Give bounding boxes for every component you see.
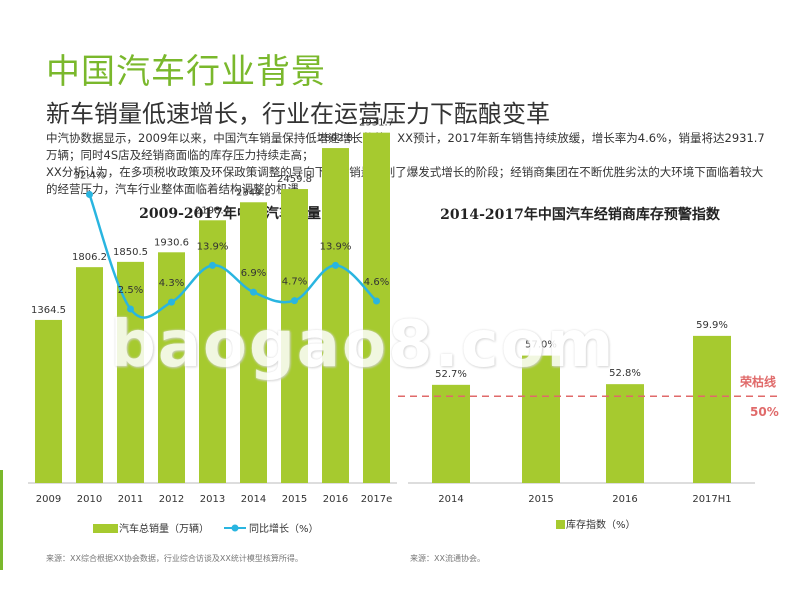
chart2-bar-2014 (432, 384, 470, 483)
chart1-bar-2012 (158, 252, 185, 483)
chart1-legend-line-label: 同比增长（%） (249, 522, 319, 535)
chart1-bar-label-2015: 2459.8 (277, 174, 312, 185)
chart1-growth-point-2015 (291, 297, 298, 305)
chart1-bar-label-2017e: 2931.7 (359, 118, 394, 129)
page-subtitle: 新车销量低速增长，行业在运营压力下酝酿变革 (46, 100, 550, 128)
page-title: 中国汽车行业背景 (46, 52, 326, 92)
chart1-growth-point-2013 (209, 261, 216, 269)
chart2-tick-2017H1: 2017H1 (692, 494, 731, 505)
chart1-bar-2009 (35, 319, 62, 483)
chart1-growth-point-2014 (250, 288, 257, 296)
chart2-source: 来源：XX流通协会。 (410, 554, 485, 563)
chart1-growth-label-2015: 4.7% (282, 277, 307, 288)
chart2-bar-label-2015: 57.0% (525, 340, 557, 351)
chart1-growth-point-2010 (86, 191, 93, 199)
chart1-bar-label-2016: 2802.8 (318, 133, 353, 144)
chart2-bar-label-2017H1: 59.9% (696, 320, 728, 331)
chart1-tick-2015: 2015 (282, 494, 307, 505)
chart1-growth-point-2016 (332, 261, 339, 269)
chart1-bar-2016 (322, 148, 349, 483)
summary-paragraph-1: 中汽协数据显示，2009年以来，中国汽车销量保持低增速增长趋势，XX预计，201… (46, 131, 765, 162)
chart1-tick-2016: 2016 (323, 494, 348, 505)
chart1-bar-label-2013: 2198.4 (195, 205, 230, 216)
chart2-legend-label: 库存指数（%） (566, 518, 636, 531)
chart2-bar-label-2014: 52.7% (435, 369, 467, 380)
chart1-bar-label-2011: 1850.5 (113, 247, 148, 258)
chart1-growth-label-2011: 2.5% (118, 285, 143, 296)
chart2-tick-2014: 2014 (438, 494, 463, 505)
chart1-growth-label-2016: 13.9% (320, 241, 352, 252)
chart2-bar-label-2016: 52.8% (609, 368, 641, 379)
chart1-tick-2009: 2009 (36, 494, 61, 505)
chart1-growth-label-2010: 32.4% (74, 171, 106, 182)
chart2-tick-2015: 2015 (528, 494, 553, 505)
chart2-threshold-label: 荣枯线 (739, 374, 776, 389)
chart2-title: 2014-2017年中国汽车经销商库存预警指数 (440, 207, 720, 223)
chart1-bar-2011 (117, 261, 144, 483)
chart1-tick-2017e: 2017e (361, 494, 393, 505)
chart1-tick-2012: 2012 (159, 494, 184, 505)
chart1-bar-label-2014: 2349.2 (236, 187, 271, 198)
left-accent-bar (0, 470, 3, 570)
chart1-title: 2009-2017年中国汽车销量 (139, 206, 321, 222)
chart1-growth-label-2017e: 4.6% (364, 277, 389, 288)
chart1-bar-2014 (240, 202, 267, 483)
summary-paragraph-2: XX分析认为，在多项税收政策及环保政策调整的导向下新车销量告别了爆发式增长的阶段… (46, 165, 764, 196)
chart2-bar-2015 (522, 355, 560, 483)
watermark: baogao8.com (110, 308, 616, 382)
summary-text: 中汽协数据显示，2009年以来，中国汽车销量保持低增速增长趋势，XX预计，201… (46, 130, 766, 198)
chart1-bar-label-2009: 1364.5 (31, 305, 66, 316)
chart1-growth-point-2011 (127, 305, 134, 313)
chart1-tick-2010: 2010 (77, 494, 102, 505)
chart1-growth-point-2017e (373, 297, 380, 305)
chart2-legend-swatch (556, 520, 565, 529)
chart1-tick-2014: 2014 (241, 494, 266, 505)
chart1-tick-2011: 2011 (118, 494, 143, 505)
chart1-bar-label-2012: 1930.6 (154, 237, 189, 248)
chart2-threshold-value: 50% (750, 405, 779, 419)
chart1-growth-line (88, 194, 378, 319)
chart1-legend-bar-label: 汽车总销量（万辆） (119, 522, 209, 535)
chart2-bar-2017H1 (693, 335, 731, 483)
chart1-growth-point-2012 (168, 298, 175, 306)
chart1-legend-bar-swatch (93, 524, 118, 533)
chart1-tick-2013: 2013 (200, 494, 225, 505)
chart1-bar-label-2010: 1806.2 (72, 252, 107, 263)
chart1-growth-label-2012: 4.3% (159, 278, 184, 289)
chart1-legend-line-marker (231, 524, 239, 532)
chart1-growth-label-2014: 6.9% (241, 268, 266, 279)
chart2-bar-2016 (606, 384, 644, 483)
chart1-bar-2017e (363, 132, 390, 483)
chart1-bar-2010 (76, 267, 103, 483)
chart1-source: 来源：XX综合根据XX协会数据，行业综合访谈及XX统计模型核算所得。 (46, 554, 303, 563)
chart2-tick-2016: 2016 (612, 494, 637, 505)
chart1-growth-label-2013: 13.9% (197, 241, 229, 252)
chart1-bar-2015 (281, 189, 308, 483)
